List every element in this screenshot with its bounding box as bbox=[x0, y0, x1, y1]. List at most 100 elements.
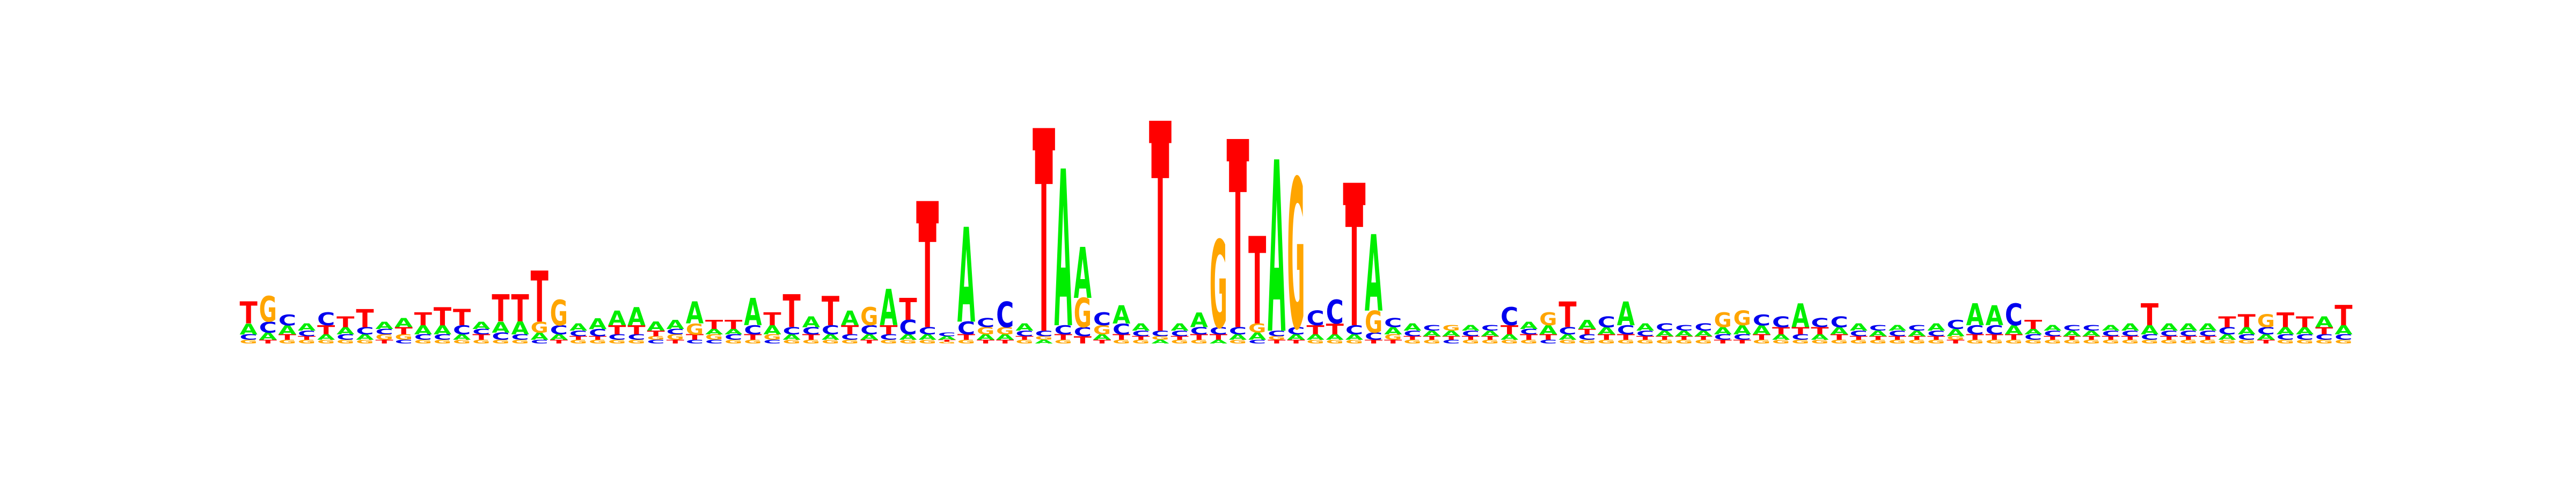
logo-letter-g-pos-50: G bbox=[1190, 339, 1208, 345]
stack-top-marker-4 bbox=[1226, 139, 1249, 162]
logo-letter-a-pos-97: A bbox=[2102, 324, 2120, 333]
logo-letter-c-pos-69: C bbox=[1558, 325, 1576, 337]
logo-letter-g-pos-34: G bbox=[880, 339, 897, 345]
logo-letter-c-pos-20: C bbox=[608, 333, 626, 341]
logo-letter-a-pos-79: A bbox=[1753, 323, 1771, 338]
logo-letter-a-pos-40: A bbox=[996, 333, 1014, 342]
logo-letter-a-pos-86: A bbox=[1889, 324, 1907, 333]
logo-letter-a-pos-23: A bbox=[667, 318, 685, 332]
logo-letter-t-pos-13: T bbox=[472, 333, 491, 342]
logo-letter-a-pos-49: A bbox=[1170, 321, 1189, 333]
logo-letter-a-pos-54: A bbox=[1268, 113, 1286, 386]
logo-letter-a-pos-59: A bbox=[1365, 214, 1382, 336]
logo-letter-g-pos-96: G bbox=[2082, 339, 2100, 345]
logo-letter-g-pos-51: G bbox=[1210, 216, 1227, 355]
logo-letter-c-pos-84: C bbox=[1850, 329, 1868, 338]
logo-letter-g-pos-23: G bbox=[667, 333, 684, 342]
logo-letter-a-pos-94: A bbox=[2044, 324, 2062, 333]
logo-letter-g-pos-106: G bbox=[2277, 339, 2294, 345]
logo-letter-c-pos-43: C bbox=[1055, 323, 1072, 338]
logo-letter-c-pos-51: C bbox=[1210, 325, 1227, 337]
logo-letter-t-pos-88: T bbox=[1927, 335, 1945, 341]
logo-letter-c-pos-89: C bbox=[1946, 318, 1964, 332]
logo-letter-c-pos-91: C bbox=[1986, 323, 2003, 338]
logo-letter-g-pos-2: G bbox=[259, 289, 277, 330]
logo-letter-t-pos-96: T bbox=[2082, 335, 2100, 341]
logo-letter-c-pos-11: C bbox=[434, 333, 451, 341]
logo-letter-t-pos-97: T bbox=[2102, 335, 2120, 341]
logo-letter-g-pos-49: G bbox=[1170, 339, 1188, 345]
logo-letter-c-pos-17: C bbox=[550, 323, 568, 338]
logo-letter-g-pos-95: G bbox=[2063, 339, 2081, 345]
logo-letter-t-pos-19: T bbox=[589, 335, 606, 341]
logo-letter-g-pos-104: G bbox=[2238, 339, 2256, 345]
logo-letter-t-pos-8: T bbox=[375, 339, 393, 345]
logo-letter-a-pos-72: A bbox=[1617, 296, 1635, 333]
logo-letter-g-pos-35: G bbox=[899, 339, 917, 345]
logo-letter-c-pos-8: C bbox=[375, 327, 393, 336]
logo-letter-t-pos-68: T bbox=[1539, 333, 1557, 342]
logo-letter-t-pos-34: T bbox=[880, 323, 897, 338]
logo-letter-g-pos-105: G bbox=[2257, 311, 2275, 331]
logo-letter-c-pos-23: C bbox=[667, 327, 684, 336]
logo-letter-g-pos-26: G bbox=[724, 339, 742, 345]
logo-letter-c-pos-98: C bbox=[2121, 329, 2139, 338]
logo-letter-a-pos-28: A bbox=[763, 323, 781, 338]
logo-letter-t-pos-84: T bbox=[1850, 335, 1868, 341]
logo-letter-t-pos-54: T bbox=[1268, 339, 1285, 345]
logo-letter-g-pos-66: G bbox=[1501, 339, 1518, 345]
logo-letter-a-pos-34: A bbox=[880, 280, 897, 338]
logo-letter-g-pos-78: G bbox=[1733, 307, 1751, 330]
logo-letter-a-pos-85: A bbox=[1869, 329, 1887, 338]
logo-letter-t-pos-14: T bbox=[492, 287, 509, 331]
logo-letter-a-pos-29: A bbox=[783, 333, 801, 342]
logo-letter-c-pos-39: C bbox=[977, 316, 994, 331]
logo-letter-t-pos-81: T bbox=[1791, 325, 1809, 337]
logo-letter-t-pos-49: T bbox=[1170, 335, 1188, 341]
logo-letter-a-pos-93: A bbox=[2024, 327, 2043, 336]
logo-letter-g-pos-88: G bbox=[1927, 339, 1945, 345]
logo-letter-a-pos-83: A bbox=[1830, 325, 1848, 337]
logo-letter-c-pos-73: C bbox=[1636, 329, 1654, 338]
logo-letter-t-pos-32: T bbox=[841, 323, 859, 338]
logo-letter-a-pos-61: A bbox=[1403, 321, 1422, 333]
logo-letter-a-pos-96: A bbox=[2082, 329, 2101, 338]
logo-letter-g-pos-98: G bbox=[2121, 339, 2139, 345]
logo-letter-g-pos-83: G bbox=[1830, 339, 1848, 345]
logo-letter-g-pos-21: G bbox=[627, 339, 645, 345]
logo-letter-a-pos-1: A bbox=[239, 320, 257, 338]
logo-letter-a-pos-69: A bbox=[1558, 333, 1577, 342]
logo-letter-a-pos-31: A bbox=[822, 333, 840, 342]
logo-letter-t-pos-76: T bbox=[1694, 335, 1712, 341]
logo-letter-c-pos-96: C bbox=[2082, 324, 2100, 332]
logo-letter-g-pos-31: G bbox=[822, 339, 839, 345]
logo-letter-a-pos-2: A bbox=[259, 331, 277, 342]
logo-letter-t-pos-103: T bbox=[2218, 313, 2236, 331]
logo-letter-a-pos-75: A bbox=[1675, 329, 1693, 338]
logo-letter-t-pos-92: T bbox=[2005, 333, 2023, 342]
logo-letter-t-pos-47: T bbox=[1132, 335, 1150, 341]
logo-letter-c-pos-103: C bbox=[2218, 325, 2236, 337]
logo-letter-t-pos-30: T bbox=[802, 333, 821, 342]
logo-letter-c-pos-92: C bbox=[2005, 297, 2023, 332]
logo-letter-g-pos-93: G bbox=[2024, 339, 2042, 345]
stack-top-marker-2 bbox=[1033, 128, 1055, 151]
logo-letter-t-pos-102: T bbox=[2199, 335, 2216, 341]
logo-letter-c-pos-41: C bbox=[1015, 329, 1033, 338]
logo-letter-g-pos-65: G bbox=[1481, 339, 1499, 345]
logo-letter-t-pos-17: T bbox=[550, 339, 568, 345]
logo-letter-t-pos-80: T bbox=[1772, 325, 1790, 337]
logo-letter-g-pos-62: G bbox=[1423, 339, 1440, 345]
logo-letter-c-pos-70: C bbox=[1578, 333, 1596, 341]
logo-letter-t-pos-89: T bbox=[1946, 339, 1964, 345]
logo-letter-g-pos-1: G bbox=[239, 339, 257, 345]
logo-letter-c-pos-61: C bbox=[1403, 329, 1421, 338]
logo-letter-g-pos-108: G bbox=[2315, 339, 2333, 345]
logo-letter-c-pos-87: C bbox=[1908, 324, 1926, 332]
logo-letter-a-pos-56: A bbox=[1307, 333, 1325, 342]
logo-letter-g-pos-29: G bbox=[783, 339, 801, 345]
logo-letter-c-pos-36: C bbox=[919, 325, 936, 337]
logo-letter-g-pos-11: G bbox=[434, 339, 451, 345]
logo-letter-c-pos-33: C bbox=[860, 323, 878, 338]
logo-letter-g-pos-46: G bbox=[1113, 339, 1130, 345]
